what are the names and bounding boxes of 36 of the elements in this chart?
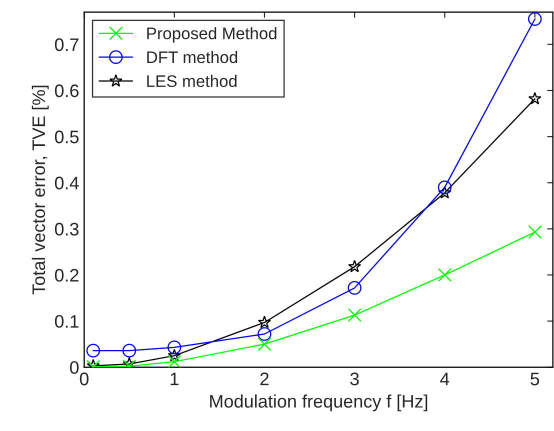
point (438, 268, 452, 282)
y-tick-label: 0.7 (54, 38, 78, 52)
point (528, 225, 542, 239)
x-tick-label: 0 (80, 372, 89, 386)
legend-label: DFT method (147, 50, 238, 64)
point (258, 316, 272, 328)
x-tick-label: 1 (170, 372, 178, 386)
point (167, 340, 182, 354)
point (438, 186, 452, 199)
point (528, 12, 542, 26)
x-tick-label: 5 (530, 372, 540, 386)
y-tick-label: 0 (70, 361, 79, 374)
x-axis-title: Modulation frequency f [Hz] (210, 394, 428, 412)
point (258, 327, 272, 341)
x-tick-label: 3 (350, 372, 359, 386)
point (348, 281, 362, 295)
point (348, 260, 362, 272)
point (438, 180, 452, 194)
y-tick-label: 0.4 (54, 176, 79, 190)
point (167, 354, 182, 368)
point (528, 92, 542, 104)
point (86, 344, 100, 358)
point (258, 337, 272, 352)
legend-label: Proposed Method (147, 27, 276, 43)
y-axis-title: Total vector error, TVE [%] (32, 86, 49, 294)
y-tick-label: 0.3 (54, 222, 79, 236)
point (122, 344, 136, 358)
y-tick-label: 0.5 (54, 130, 79, 144)
y-tick-label: 0.2 (54, 268, 78, 282)
x-tick-label: 2 (260, 372, 269, 386)
point (168, 348, 181, 362)
x-tick-label: 4 (440, 372, 450, 386)
legend-label: LES method (147, 74, 237, 88)
point (348, 308, 362, 322)
y-tick-label: 0.1 (54, 315, 78, 328)
y-tick-label: 0.6 (54, 84, 79, 98)
